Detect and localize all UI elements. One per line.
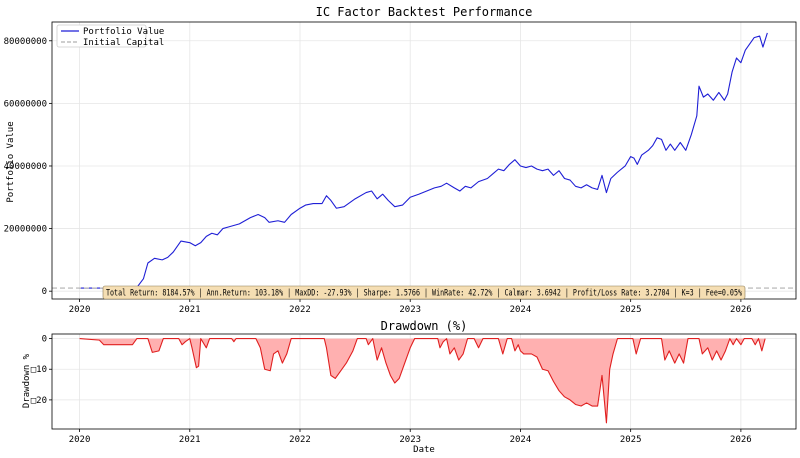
top-y-tick-label: 40000000 [4,162,47,172]
drawdown-x-tick-label: 2025 [620,435,642,445]
legend-box [56,24,147,48]
drawdown-drawdown-fill [79,338,766,423]
drawdown-y-tick-label: □20 [31,396,47,406]
top-y-tick-label: 20000000 [4,225,47,235]
drawdown-chart-title: Drawdown (%) [381,319,468,333]
drawdown-x-axis-label: Date [413,445,435,455]
portfolio-value-panel: IC Factor Backtest Performance 2020 2021 2… [4,5,797,315]
drawdown-y-tick-label: 0 [42,335,47,345]
top-x-tick-label: 2024 [510,305,532,315]
top-x-tick-label: 2023 [399,305,421,315]
top-x-tick-label: 2022 [289,305,311,315]
drawdown-x-tick-label: 2026 [730,435,752,445]
drawdown-x-tick-label: 2024 [510,435,532,445]
drawdown-axes-frame [51,333,797,430]
drawdown-x-tick-label: 2023 [399,435,421,445]
drawdown-panel: Drawdown (%) 2020 2021 2022 2023 2024 2025 202… [22,319,797,455]
legend: Portfolio Value Initial Capital [56,24,164,48]
top-chart-title: IC Factor Backtest Performance [316,5,533,19]
top-x-tick-label: 2021 [179,305,201,315]
top-y-tick-label: 60000000 [4,99,47,109]
top-axis-ticks: 2020 2021 2022 2023 2024 2025 2026 0 20000000 400… [4,37,752,315]
top-x-tick-label: 2025 [620,305,642,315]
drawdown-x-tick-label: 2020 [69,435,91,445]
stats-text: Total Return: 8184.57% | Ann.Return: 103… [106,289,742,299]
drawdown-axis-ticks: 2020 2021 2022 2023 2024 2025 2026 0 □10 □20 [31,335,752,445]
top-x-tick-label: 2026 [730,305,752,315]
drawdown-x-tick-label: 2022 [289,435,311,445]
stats-box [102,285,746,300]
top-y-tick-label: 0 [42,287,47,297]
stats-annotation: Total Return: 8184.57% | Ann.Return: 103… [102,285,746,300]
drawdown-x-tick-label: 2021 [179,435,201,445]
top-series-line-0 [79,32,768,289]
top-y-axis-label: Portfolio Value [6,121,16,202]
drawdown-y-tick-label: □10 [31,365,47,375]
top-gridlines [52,22,796,299]
drawdown-y-axis-label: Drawdown % [22,353,32,408]
top-x-tick-label: 2020 [69,305,91,315]
drawdown-series-line-0 [79,338,766,424]
top-y-tick-label: 80000000 [4,37,47,47]
legend-label-initial-capital: Initial Capital [83,38,164,48]
drawdown-plot-area [79,338,766,424]
legend-label-portfolio: Portfolio Value [83,27,164,37]
